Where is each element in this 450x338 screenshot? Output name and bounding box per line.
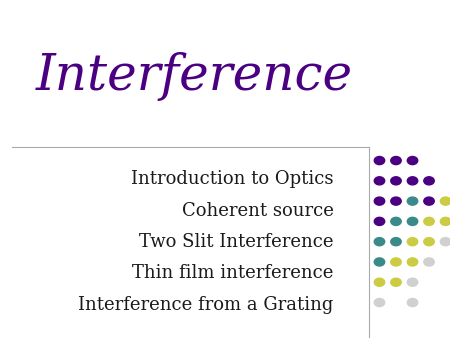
Circle shape (374, 197, 385, 205)
Circle shape (374, 298, 385, 307)
Circle shape (374, 177, 385, 185)
Circle shape (424, 177, 434, 185)
Circle shape (424, 238, 434, 246)
Text: Two Slit Interference: Two Slit Interference (140, 233, 334, 251)
Circle shape (424, 217, 434, 225)
Circle shape (424, 197, 434, 205)
Circle shape (391, 217, 401, 225)
Text: Coherent source: Coherent source (182, 201, 334, 220)
Circle shape (407, 278, 418, 286)
Circle shape (391, 177, 401, 185)
Circle shape (441, 238, 450, 246)
Circle shape (407, 197, 418, 205)
Circle shape (441, 197, 450, 205)
Circle shape (391, 197, 401, 205)
Circle shape (391, 278, 401, 286)
Circle shape (391, 156, 401, 165)
Circle shape (407, 238, 418, 246)
Circle shape (374, 238, 385, 246)
Circle shape (391, 258, 401, 266)
Circle shape (441, 217, 450, 225)
Circle shape (374, 258, 385, 266)
Circle shape (374, 278, 385, 286)
Circle shape (391, 238, 401, 246)
Text: Introduction to Optics: Introduction to Optics (131, 170, 334, 188)
Circle shape (407, 177, 418, 185)
Circle shape (374, 217, 385, 225)
Text: Interference from a Grating: Interference from a Grating (78, 296, 334, 314)
Circle shape (407, 156, 418, 165)
Circle shape (407, 298, 418, 307)
Text: Thin film interference: Thin film interference (132, 264, 334, 283)
Text: Interference: Interference (36, 51, 353, 101)
Circle shape (407, 217, 418, 225)
Circle shape (407, 258, 418, 266)
Circle shape (374, 156, 385, 165)
Circle shape (424, 258, 434, 266)
